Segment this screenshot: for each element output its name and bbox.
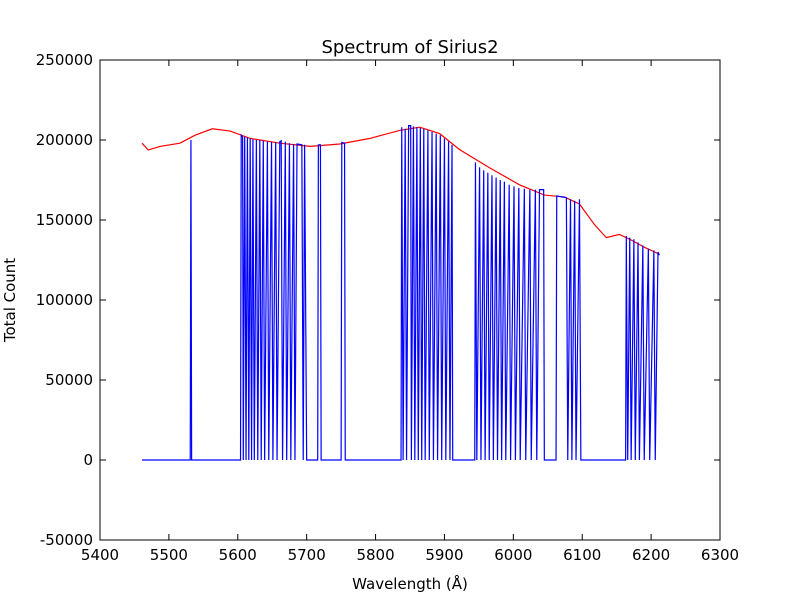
chart-title: Spectrum of Sirius2 xyxy=(321,37,498,58)
y-tick-label: 150000 xyxy=(36,211,93,229)
y-tick-label: 0 xyxy=(83,451,93,469)
y-tick-label: 250000 xyxy=(36,51,93,69)
y-tick-label: -50000 xyxy=(40,531,93,549)
x-tick-label: 6300 xyxy=(701,546,739,564)
x-tick-label: 5500 xyxy=(150,546,188,564)
x-tick-label: 5800 xyxy=(356,546,394,564)
x-tick-label: 6200 xyxy=(632,546,670,564)
x-tick-label: 5700 xyxy=(288,546,326,564)
y-tick-label: 50000 xyxy=(45,371,93,389)
x-tick-label: 6100 xyxy=(563,546,601,564)
data-line xyxy=(141,126,659,255)
plot-frame xyxy=(99,59,721,541)
x-tick-label: 6000 xyxy=(494,546,532,564)
x-tick-label: 5900 xyxy=(425,546,463,564)
y-tick-label: 100000 xyxy=(36,291,93,309)
x-axis-label: Wavelength (Å) xyxy=(352,574,468,593)
x-tick-label: 5600 xyxy=(219,546,257,564)
y-axis-label: Total Count xyxy=(1,258,19,343)
x-tick-label: 5400 xyxy=(81,546,119,564)
y-tick-label: 200000 xyxy=(36,131,93,149)
data-line xyxy=(142,125,660,461)
